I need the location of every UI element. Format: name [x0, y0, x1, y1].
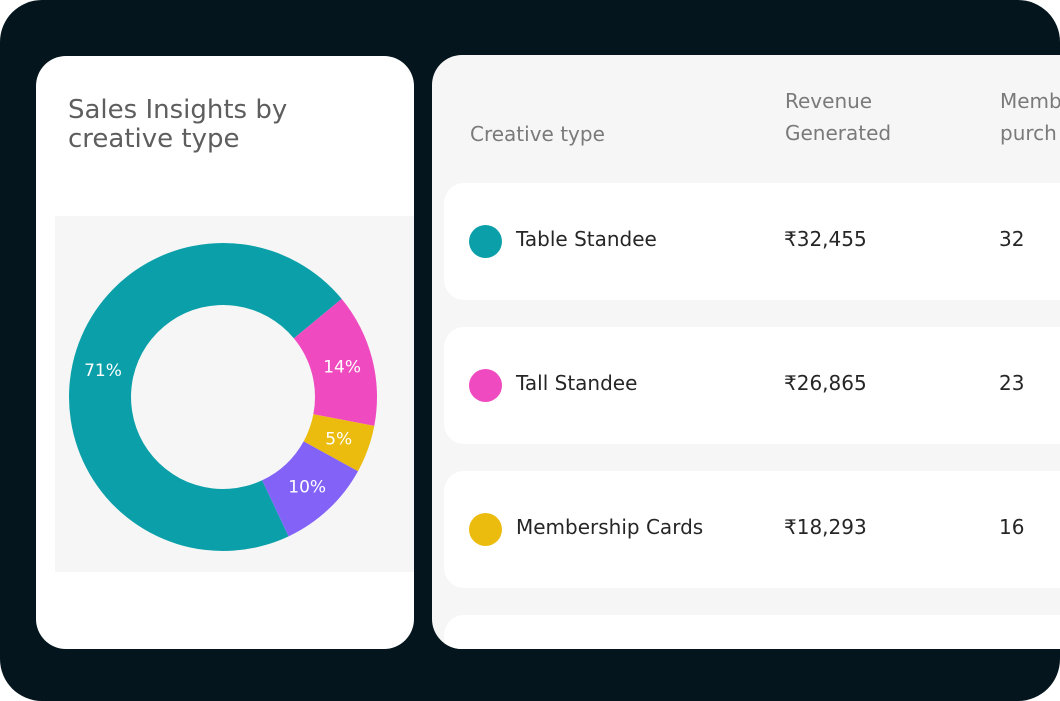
slice-label: 5% — [325, 430, 352, 450]
donut-slice[interactable] — [68, 242, 342, 551]
sales-insights-card: Sales Insights by creative type 71% 14% 5%… — [36, 56, 414, 649]
revenue-value: ₹26,865 — [784, 371, 867, 395]
donut-slice[interactable] — [262, 441, 358, 537]
color-dot-icon — [469, 225, 502, 258]
color-dot-icon — [469, 369, 502, 402]
chart-title: Sales Insights by creative type — [68, 95, 288, 154]
creative-type-name: Membership Cards — [516, 515, 704, 539]
donut-chart: 71% 14% 5% 10% — [68, 242, 378, 551]
header-revenue-generated: Revenue Generated — [785, 89, 892, 145]
slice-label: 14% — [323, 357, 361, 377]
header-creative-type: Creative type — [470, 122, 605, 146]
members-count: 23 — [999, 371, 1025, 395]
slice-label: 71% — [84, 361, 122, 381]
creative-type-name: Tall Standee — [516, 371, 638, 395]
donut-slice[interactable] — [293, 298, 378, 426]
color-dot-icon — [469, 513, 502, 546]
revenue-value: ₹18,293 — [784, 515, 867, 539]
creative-type-table: Creative type Revenue Generated Memb pur… — [432, 55, 1060, 649]
slice-label: 10% — [288, 478, 326, 498]
table-row-partial[interactable] — [444, 615, 1060, 649]
revenue-value: ₹32,455 — [784, 227, 867, 251]
table-row[interactable]: Table Standee ₹32,455 32 — [444, 183, 1060, 300]
table-row[interactable]: Membership Cards ₹18,293 16 — [444, 471, 1060, 588]
table-row[interactable]: Tall Standee ₹26,865 23 — [444, 327, 1060, 444]
creative-type-name: Table Standee — [516, 227, 657, 251]
members-count: 32 — [999, 227, 1025, 251]
header-members-purchased: Memb purch — [1000, 89, 1060, 145]
donut-slice[interactable] — [303, 414, 375, 472]
donut-chart-area: 71% 14% 5% 10% — [55, 216, 414, 572]
members-count: 16 — [999, 515, 1025, 539]
